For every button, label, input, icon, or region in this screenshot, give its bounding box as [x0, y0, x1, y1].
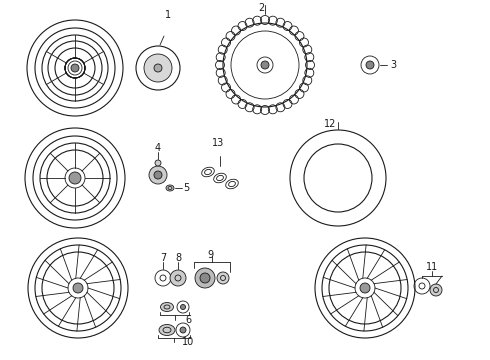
Text: 2: 2 [258, 3, 264, 13]
Circle shape [154, 171, 162, 179]
Circle shape [261, 61, 269, 69]
Text: 12: 12 [324, 119, 336, 129]
Text: 11: 11 [426, 262, 438, 272]
Text: 8: 8 [175, 253, 181, 263]
Circle shape [170, 270, 186, 286]
Circle shape [180, 327, 186, 333]
Circle shape [200, 273, 210, 283]
Ellipse shape [161, 302, 173, 311]
Circle shape [154, 64, 162, 72]
Circle shape [360, 283, 370, 293]
Text: 5: 5 [183, 183, 189, 193]
Text: 13: 13 [212, 138, 224, 148]
Circle shape [155, 160, 161, 166]
Text: 6: 6 [185, 315, 192, 325]
Circle shape [217, 272, 229, 284]
Ellipse shape [166, 185, 174, 191]
Circle shape [195, 268, 215, 288]
Circle shape [71, 64, 79, 72]
Text: 9: 9 [207, 250, 213, 260]
Text: 1: 1 [165, 10, 171, 20]
Text: 10: 10 [182, 337, 194, 347]
Ellipse shape [159, 324, 175, 336]
Circle shape [180, 305, 186, 310]
Circle shape [69, 172, 81, 184]
Circle shape [144, 54, 172, 82]
Circle shape [430, 284, 442, 296]
Text: 3: 3 [390, 60, 396, 70]
Circle shape [73, 283, 83, 293]
Circle shape [149, 166, 167, 184]
Text: 4: 4 [155, 143, 161, 153]
Circle shape [366, 61, 374, 69]
Text: 7: 7 [160, 253, 166, 263]
